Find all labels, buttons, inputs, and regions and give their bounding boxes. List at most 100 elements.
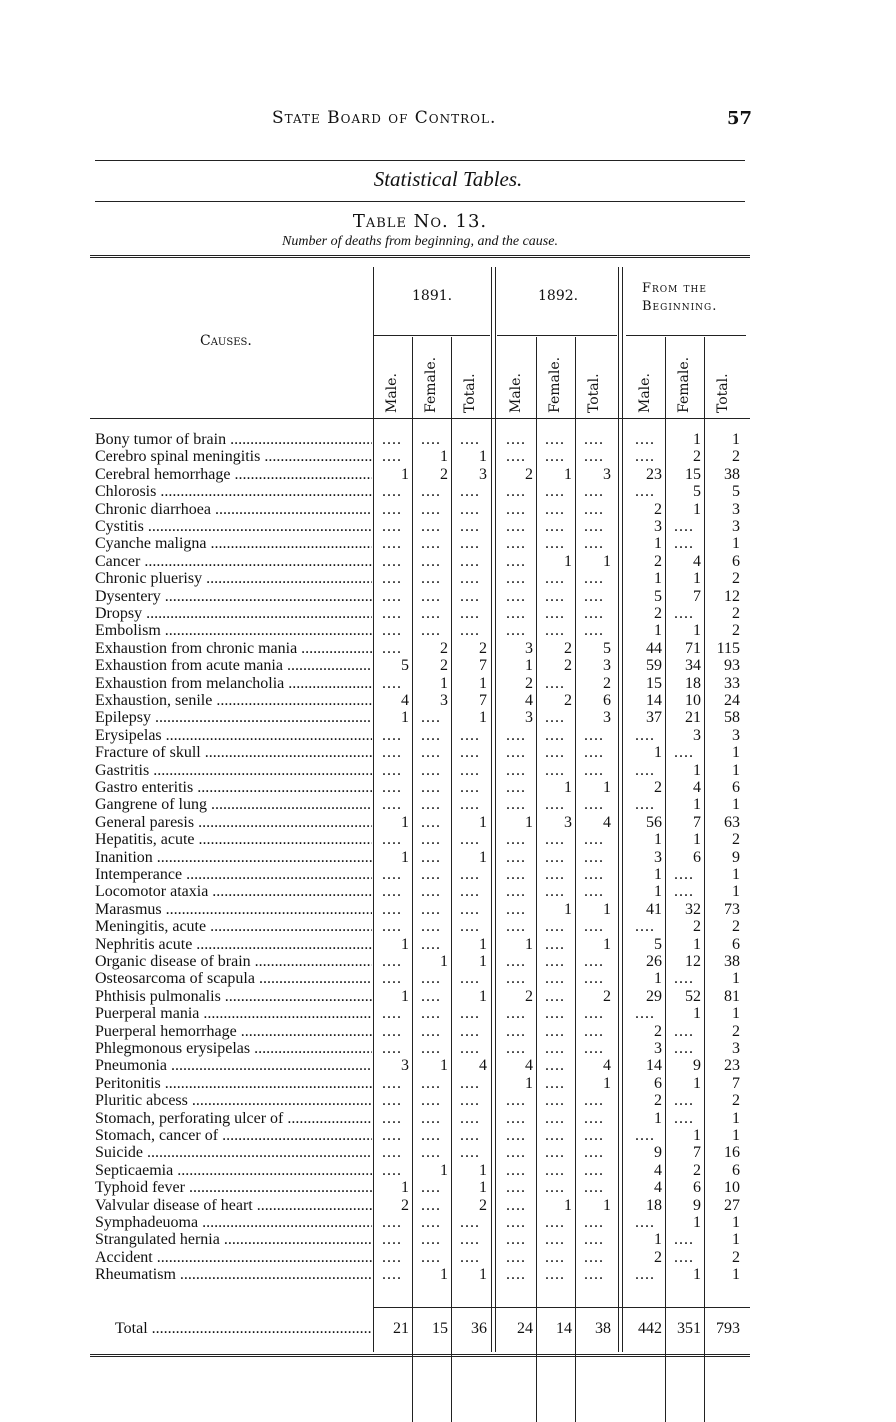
blank-cell: ....: [584, 622, 604, 640]
blank-cell: ....: [460, 866, 480, 883]
blank-cell: ....: [506, 1248, 526, 1266]
value-cell: 1: [479, 1179, 487, 1197]
blank-cell: ....: [421, 1005, 441, 1023]
value-cell: 29: [646, 987, 662, 1005]
cause-label: Hepatitis, acute: [95, 831, 372, 848]
value-cell: 1: [693, 1266, 701, 1284]
blank-cell: ....: [545, 1144, 565, 1162]
total-cell: 793: [716, 1320, 740, 1337]
value-cell: 10: [724, 1179, 740, 1197]
group-rule: [374, 335, 490, 336]
table-row: Cerebro spinal meningitis.... 1 1.........…: [90, 448, 750, 465]
blank-cell: ....: [460, 587, 480, 605]
blank-cell: ....: [460, 1127, 480, 1144]
blank-cell: ....: [506, 1144, 526, 1162]
blank-cell: ....: [382, 535, 402, 553]
value-cell: 2: [693, 448, 701, 466]
value-cell: 1: [401, 709, 409, 727]
causes-header: Causes.: [200, 333, 252, 349]
column-divider: [536, 337, 537, 1422]
value-cell: 1: [693, 570, 701, 588]
cause-label: Rheumatism: [95, 1266, 372, 1283]
blank-cell: ....: [382, 1266, 402, 1284]
value-cell: 6: [603, 692, 611, 709]
blank-cell: ....: [382, 1127, 402, 1144]
value-cell: 2: [732, 831, 740, 849]
table-row: Cerebral hemorrhage123213231538: [90, 466, 750, 483]
table-row: Meningitis, acute.......................…: [90, 918, 750, 935]
blank-cell: ....: [635, 1214, 655, 1231]
blank-cell: ....: [674, 970, 694, 988]
value-cell: 16: [724, 1144, 740, 1162]
cause-label: Chlorosis: [95, 483, 372, 500]
blank-cell: ....: [545, 1040, 565, 1057]
value-cell: 18: [646, 1196, 662, 1214]
blank-cell: ....: [506, 483, 526, 501]
value-cell: 71: [685, 639, 701, 657]
table-row: Marasmus................ 1 1 41 32 73: [90, 901, 750, 918]
value-cell: 37: [646, 709, 662, 727]
blank-cell: ....: [506, 1040, 526, 1057]
cause-label: Pneumonia: [95, 1057, 372, 1074]
blank-cell: ....: [382, 1074, 402, 1092]
cause-label: Embolism: [95, 622, 372, 639]
value-cell: 115: [716, 639, 740, 657]
blank-cell: ....: [584, 918, 604, 936]
table-row: Fracture of skull.......................…: [90, 744, 750, 761]
table-row: Intemperance........................ 1...…: [90, 866, 750, 883]
group-rule: [497, 335, 617, 336]
value-cell: 1: [440, 1266, 448, 1284]
blank-cell: ....: [545, 726, 565, 744]
value-cell: 1: [479, 935, 487, 953]
blank-cell: ....: [460, 1248, 480, 1266]
value-cell: 1: [525, 813, 533, 831]
blank-cell: ....: [421, 1248, 441, 1266]
table-row: Cyanche maligna........................ 1…: [90, 535, 750, 552]
value-cell: 3: [732, 518, 740, 535]
blank-cell: ....: [506, 1092, 526, 1110]
table-row: Stomach, perforating ulcer of...........…: [90, 1110, 750, 1127]
blank-cell: ....: [584, 1179, 604, 1197]
table-row: Phlegmonous erysipelas..................…: [90, 1040, 750, 1057]
table-row: Gangrene of lung........................…: [90, 796, 750, 813]
blank-cell: ....: [421, 431, 441, 448]
cause-label: Exhaustion from acute mania: [95, 657, 372, 674]
value-cell: 3: [732, 726, 740, 744]
blank-cell: ....: [545, 448, 565, 466]
total-cell: 14: [556, 1320, 572, 1337]
value-cell: 2: [479, 639, 487, 657]
blank-cell: ....: [635, 1266, 655, 1284]
value-cell: 1: [654, 970, 662, 988]
value-cell: 6: [732, 935, 740, 953]
blank-cell: ....: [506, 1196, 526, 1214]
value-cell: 1: [479, 448, 487, 466]
blank-cell: ....: [506, 744, 526, 762]
blank-cell: ....: [460, 796, 480, 814]
blank-cell: ....: [421, 1109, 441, 1127]
cause-label: Marasmus: [95, 901, 372, 918]
blank-cell: ....: [421, 883, 441, 901]
value-cell: 2: [654, 1248, 662, 1266]
blank-cell: ....: [382, 639, 402, 657]
cause-label: Valvular disease of heart: [95, 1197, 372, 1214]
blank-cell: ....: [674, 1022, 694, 1040]
section-title: Statistical Tables.: [373, 167, 523, 191]
blank-cell: ....: [584, 726, 604, 744]
blank-cell: ....: [545, 709, 565, 727]
blank-cell: ....: [545, 1022, 565, 1040]
blank-cell: ....: [382, 500, 402, 518]
blank-cell: ....: [545, 935, 565, 953]
blank-cell: ....: [460, 1092, 480, 1110]
value-cell: 5: [693, 483, 701, 501]
value-cell: 2: [564, 692, 572, 709]
blank-cell: ....: [506, 1179, 526, 1197]
column-divider: [665, 337, 666, 1422]
blank-cell: ....: [382, 866, 402, 883]
cause-label: Gastro enteritis: [95, 779, 372, 796]
value-cell: 52: [685, 987, 701, 1005]
subheader-total: Total.: [462, 373, 478, 413]
blank-cell: ....: [421, 1074, 441, 1092]
table-bottom-rule: [90, 1354, 750, 1357]
cause-label: Epilepsy: [95, 709, 372, 726]
blank-cell: ....: [584, 1127, 604, 1144]
